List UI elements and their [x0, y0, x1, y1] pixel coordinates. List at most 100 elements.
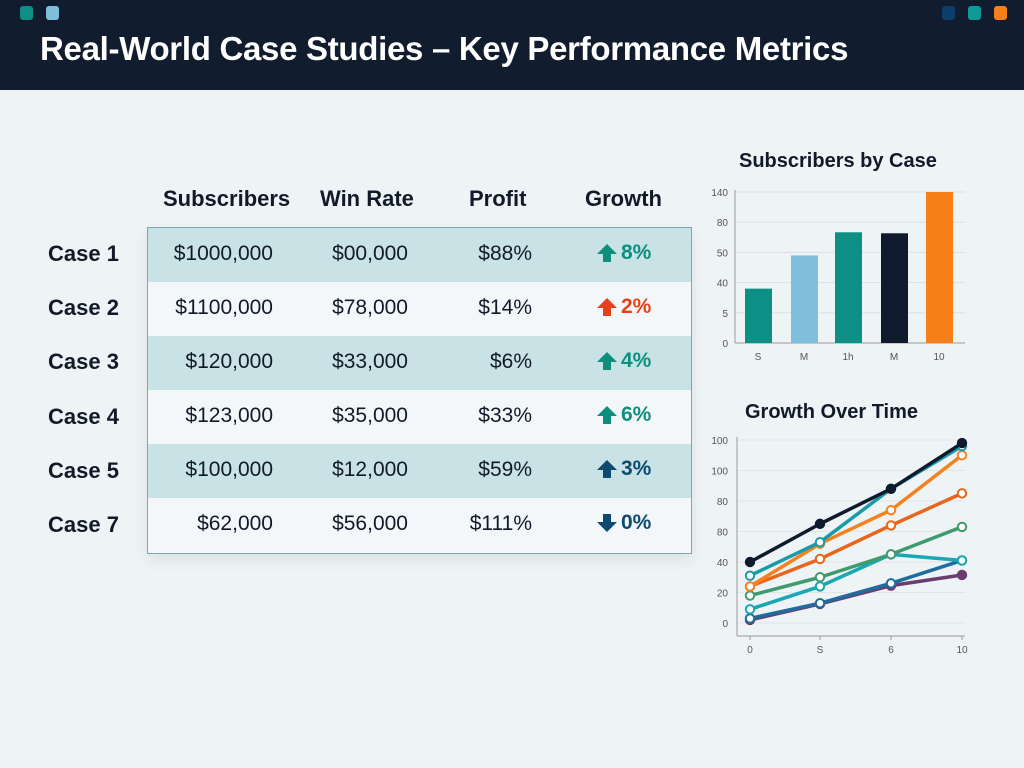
data-point: [956, 450, 968, 461]
window-dot: [968, 6, 981, 20]
y-tick-label: 100: [711, 467, 728, 478]
growth-indicator: 6%: [596, 403, 651, 427]
window-dot: [994, 6, 1007, 20]
growth-value: 2%: [621, 295, 652, 318]
y-tick-label: 0: [722, 339, 728, 350]
column-header-win-rate: Win Rate: [320, 186, 414, 211]
growth-value: 0%: [621, 511, 652, 534]
column-header-profit: Profit: [469, 186, 527, 211]
table-row: $62,000 $56,000 $111% 0%: [148, 498, 691, 552]
arrow-up-icon: [597, 244, 617, 262]
row-label: Case 2: [48, 295, 119, 321]
y-tick-label: 40: [717, 279, 729, 290]
table-row: $1000,000 $00,000 $88% 8%: [148, 228, 691, 282]
x-tick-label: S: [755, 352, 762, 363]
arrow-up-icon: [597, 460, 617, 478]
arrow-up-icon: [597, 406, 617, 424]
x-tick-label: 10: [933, 352, 945, 363]
row-label: Case 7: [48, 512, 119, 537]
data-point: [814, 536, 826, 548]
cell-subscribers: $1000,000: [173, 242, 273, 265]
window-dot: [46, 6, 59, 20]
cell-subscribers: $123,000: [185, 404, 273, 427]
arrow-up-icon: [597, 352, 617, 370]
series-line: [749, 441, 963, 564]
data-point: [956, 437, 968, 449]
y-tick-label: 140: [711, 188, 728, 199]
data-point: [956, 488, 968, 499]
cell-subscribers: $1100,000: [175, 296, 273, 319]
table-row: $123,000 $35,000 $33% 6%: [148, 390, 691, 444]
x-tick-label: 0: [747, 645, 753, 656]
data-point: [744, 570, 756, 581]
page-title: Real-World Case Studies – Key Performanc…: [40, 30, 849, 67]
cell-profit: $6%: [489, 350, 532, 373]
data-point: [814, 518, 826, 530]
y-tick-label: 20: [717, 589, 729, 600]
table-row: $120,000 $33,000 $6% 4%: [148, 336, 691, 390]
growth-indicator: 8%: [596, 241, 651, 265]
bar: [835, 232, 862, 343]
growth-value: 6%: [621, 403, 652, 426]
y-tick-label: 0: [722, 619, 728, 630]
cell-profit: $33%: [478, 404, 532, 427]
growth-value: 3%: [621, 457, 652, 480]
y-tick-label: 50: [717, 248, 729, 259]
x-tick-label: 6: [888, 645, 894, 656]
cell-win-rate: $56,000: [332, 512, 408, 535]
arrow-up-icon: [597, 298, 617, 316]
subscribers-bar-chart: 0 5 40 50 80 140 S M 1h M 10: [711, 188, 965, 363]
cell-subscribers: $120,000: [185, 350, 273, 373]
x-tick-label: 1h: [842, 352, 853, 363]
cell-win-rate: $12,000: [332, 458, 408, 481]
series-line: [749, 525, 963, 598]
x-tick-label: M: [800, 352, 808, 363]
bar: [926, 192, 953, 343]
cell-win-rate: $33,000: [332, 350, 408, 373]
column-header-subscribers: Subscribers: [163, 186, 291, 211]
table-row: $100,000 $12,000 $59% 3%: [148, 444, 691, 498]
column-header-growth: Growth: [585, 186, 662, 211]
growth-line-chart: 0 20 40 80 80 100 100 0 S 6 10: [711, 436, 968, 656]
series-line: [749, 453, 964, 588]
table-row: $1100,000 $78,000 $14% 2%: [148, 282, 691, 336]
data-point: [885, 520, 897, 531]
series-line: [749, 558, 963, 621]
row-label: Case 3: [48, 349, 119, 375]
row-label: Case 4: [48, 403, 119, 429]
bar: [791, 255, 818, 343]
cell-win-rate: $00,000: [332, 242, 408, 265]
data-point: [814, 597, 826, 609]
line-chart-title: Growth Over Time: [745, 401, 919, 423]
bar-chart-title: Subscribers by Case: [739, 150, 937, 172]
bar: [881, 233, 908, 343]
data-point: [744, 581, 756, 592]
metrics-table: $1000,000 $00,000 $88% 8% $1100,000 $78,000 $1…: [147, 227, 692, 554]
data-point: [885, 578, 897, 589]
cell-win-rate: $35,000: [332, 404, 408, 427]
cell-profit: $14%: [478, 296, 532, 319]
y-tick-label: 80: [717, 497, 729, 508]
y-tick-label: 100: [711, 436, 728, 447]
y-tick-label: 5: [722, 309, 728, 320]
row-label: Case 5: [48, 457, 119, 483]
data-point: [956, 569, 968, 581]
data-point: [885, 504, 897, 516]
data-point: [814, 581, 826, 592]
data-point: [744, 613, 756, 624]
cell-win-rate: $78,000: [332, 296, 408, 319]
window-dot: [20, 6, 33, 20]
y-tick-label: 80: [717, 218, 729, 229]
data-point: [956, 521, 968, 533]
cell-subscribers: $100,000: [185, 458, 273, 481]
data-point: [885, 549, 897, 560]
data-point: [744, 556, 756, 568]
bar: [745, 288, 772, 343]
cell-profit: $88%: [478, 242, 532, 265]
window-dot: [942, 6, 955, 20]
growth-value: 4%: [621, 349, 652, 372]
data-point: [956, 555, 968, 566]
data-point: [885, 483, 897, 494]
y-tick-label: 80: [717, 528, 729, 539]
arrow-down-icon: [597, 514, 617, 532]
